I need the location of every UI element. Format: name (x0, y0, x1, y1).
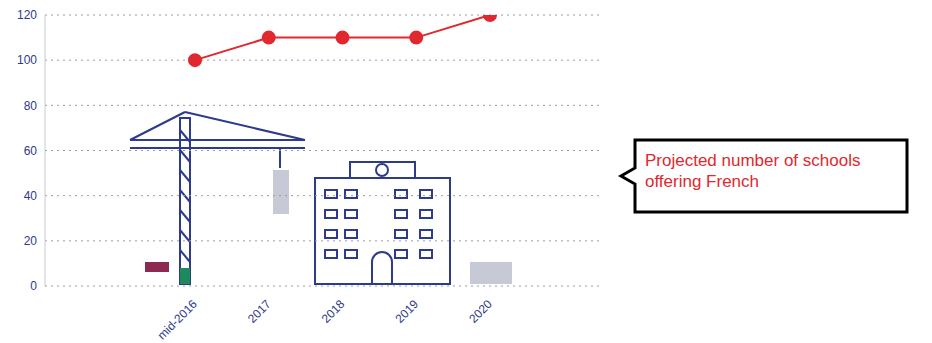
svg-text:mid-2016: mid-2016 (155, 297, 201, 343)
svg-text:0: 0 (30, 279, 37, 293)
svg-text:80: 80 (24, 99, 38, 113)
svg-text:2018: 2018 (319, 297, 348, 326)
html-text:Projected number of schools of: Projected number of schools offering Fre… (645, 151, 861, 191)
svg-text:120: 120 (17, 8, 37, 22)
svg-text:60: 60 (24, 144, 38, 158)
svg-text:2017: 2017 (245, 297, 274, 326)
svg-text:2020: 2020 (466, 297, 495, 326)
svg-text:100: 100 (17, 53, 37, 67)
svg-text:20: 20 (24, 234, 38, 248)
svg-text:40: 40 (24, 189, 38, 203)
svg-text:2019: 2019 (392, 297, 421, 326)
